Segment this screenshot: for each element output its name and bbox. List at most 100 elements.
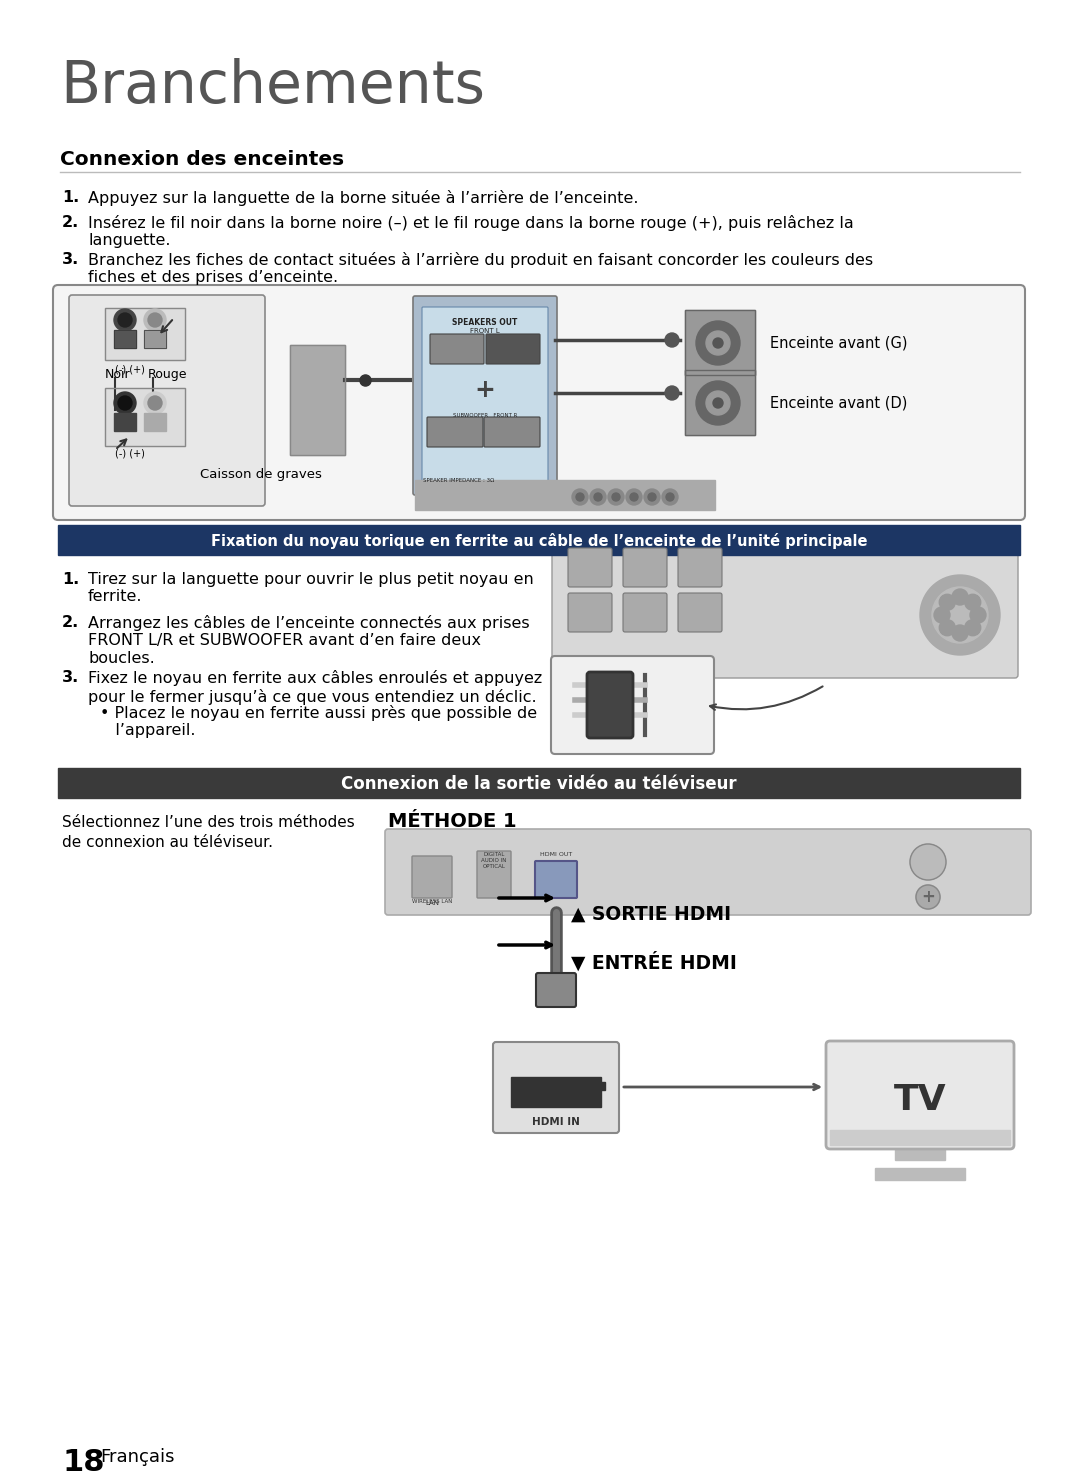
Text: 3.: 3.: [62, 251, 79, 268]
Circle shape: [964, 595, 981, 611]
Circle shape: [713, 398, 723, 408]
Bar: [58, 768, 1020, 799]
Circle shape: [666, 493, 674, 501]
FancyBboxPatch shape: [536, 973, 576, 1007]
Text: 3.: 3.: [62, 670, 79, 685]
Text: SPEAKERS OUT: SPEAKERS OUT: [453, 318, 517, 327]
Bar: [549, 1083, 557, 1090]
Bar: [114, 330, 136, 348]
Circle shape: [951, 589, 968, 605]
Bar: [144, 330, 166, 348]
Bar: [415, 481, 715, 510]
FancyBboxPatch shape: [430, 334, 484, 364]
Circle shape: [696, 382, 740, 424]
Text: Noir: Noir: [105, 368, 131, 382]
Text: HDMI IN: HDMI IN: [532, 1117, 580, 1127]
Circle shape: [662, 490, 678, 504]
Circle shape: [148, 314, 162, 327]
Text: Branchements: Branchements: [60, 58, 485, 115]
Circle shape: [951, 626, 968, 640]
FancyBboxPatch shape: [427, 417, 483, 447]
Text: Français: Français: [100, 1448, 175, 1466]
Bar: [114, 413, 136, 430]
Text: Enceinte avant (D): Enceinte avant (D): [770, 395, 907, 411]
Circle shape: [144, 392, 166, 414]
Bar: [585, 1083, 593, 1090]
Circle shape: [148, 396, 162, 410]
Bar: [513, 1083, 521, 1090]
Text: 1.: 1.: [62, 572, 79, 587]
Text: ▲ SORTIE HDMI: ▲ SORTIE HDMI: [571, 905, 731, 924]
Text: 18: 18: [62, 1448, 105, 1478]
Bar: [597, 1083, 605, 1090]
Circle shape: [696, 321, 740, 365]
FancyBboxPatch shape: [53, 285, 1025, 521]
FancyBboxPatch shape: [411, 856, 453, 898]
Circle shape: [940, 620, 956, 636]
Text: SPEAKER IMPEDANCE : 3Ω: SPEAKER IMPEDANCE : 3Ω: [423, 478, 495, 484]
FancyBboxPatch shape: [623, 549, 667, 587]
Circle shape: [970, 606, 986, 623]
Bar: [685, 311, 755, 376]
Bar: [685, 370, 755, 435]
Text: Tirez sur la languette pour ouvrir le plus petit noyau en
ferrite.: Tirez sur la languette pour ouvrir le pl…: [87, 572, 534, 605]
Circle shape: [630, 493, 638, 501]
Circle shape: [706, 390, 730, 416]
Circle shape: [665, 386, 679, 399]
Text: Connexion des enceintes: Connexion des enceintes: [60, 149, 345, 169]
Circle shape: [572, 490, 588, 504]
Bar: [58, 525, 1020, 555]
FancyBboxPatch shape: [623, 593, 667, 632]
FancyBboxPatch shape: [477, 850, 511, 898]
Text: Enceinte avant (G): Enceinte avant (G): [770, 336, 907, 351]
FancyBboxPatch shape: [492, 1043, 619, 1133]
Circle shape: [713, 339, 723, 348]
Circle shape: [964, 620, 981, 636]
Text: Branchez les fiches de contact situées à l’arrière du produit en faisant concord: Branchez les fiches de contact situées à…: [87, 251, 873, 285]
FancyBboxPatch shape: [69, 294, 265, 506]
FancyBboxPatch shape: [551, 657, 714, 754]
FancyBboxPatch shape: [568, 549, 612, 587]
Bar: [105, 308, 185, 359]
Text: Sélectionnez l’une des trois méthodes: Sélectionnez l’une des trois méthodes: [62, 815, 354, 830]
Circle shape: [665, 333, 679, 348]
Text: LAN: LAN: [426, 901, 438, 907]
Text: (-) (+): (-) (+): [116, 364, 145, 374]
Text: Fixez le noyau en ferrite aux câbles enroulés et appuyez
pour le fermer jusqu’à : Fixez le noyau en ferrite aux câbles enr…: [87, 670, 542, 704]
Bar: [291, 345, 345, 456]
Bar: [573, 1083, 581, 1090]
Text: Insérez le fil noir dans la borne noire (–) et le fil rouge dans la borne rouge : Insérez le fil noir dans la borne noire …: [87, 214, 854, 248]
FancyBboxPatch shape: [678, 593, 723, 632]
Bar: [537, 1083, 545, 1090]
Circle shape: [940, 595, 956, 611]
Text: ▼ ENTRÉE HDMI: ▼ ENTRÉE HDMI: [571, 952, 737, 972]
Bar: [511, 1077, 600, 1106]
Circle shape: [612, 493, 620, 501]
FancyBboxPatch shape: [422, 308, 548, 484]
Circle shape: [920, 575, 1000, 655]
FancyBboxPatch shape: [484, 417, 540, 447]
Circle shape: [934, 606, 950, 623]
Text: Connexion de la sortie vidéo au téléviseur: Connexion de la sortie vidéo au télévise…: [341, 775, 737, 793]
Bar: [561, 1083, 569, 1090]
Text: +: +: [921, 887, 935, 907]
Text: Rouge: Rouge: [148, 368, 188, 382]
Text: WIRELESS LAN: WIRELESS LAN: [411, 899, 453, 904]
FancyBboxPatch shape: [826, 1041, 1014, 1149]
FancyBboxPatch shape: [678, 549, 723, 587]
Circle shape: [118, 396, 132, 410]
Circle shape: [590, 490, 606, 504]
Text: Fixation du noyau torique en ferrite au câble de l’enceinte de l’unité principal: Fixation du noyau torique en ferrite au …: [211, 532, 867, 549]
FancyBboxPatch shape: [588, 671, 633, 738]
Text: de connexion au téléviseur.: de connexion au téléviseur.: [62, 836, 273, 850]
Circle shape: [644, 490, 660, 504]
Text: DIGITAL
AUDIO IN
OPTICAL: DIGITAL AUDIO IN OPTICAL: [482, 852, 507, 868]
Bar: [525, 1083, 534, 1090]
Bar: [105, 387, 185, 447]
FancyBboxPatch shape: [568, 593, 612, 632]
Circle shape: [114, 309, 136, 331]
Bar: [875, 1168, 966, 1180]
FancyBboxPatch shape: [413, 296, 557, 495]
Bar: [144, 413, 166, 430]
FancyBboxPatch shape: [384, 830, 1031, 916]
